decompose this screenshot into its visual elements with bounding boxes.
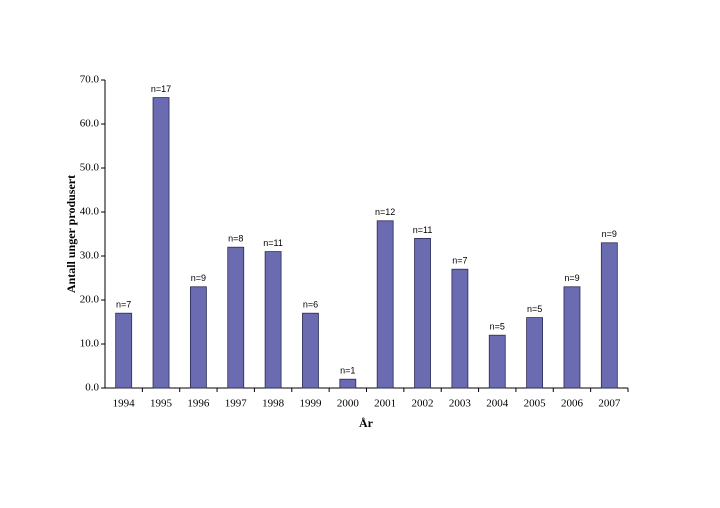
bar [376, 220, 394, 389]
x-tick-label: 1999 [299, 398, 322, 410]
annotation: n=8 [228, 234, 243, 244]
bar [227, 246, 245, 389]
bar [488, 334, 506, 389]
x-tick-label: 2007 [598, 398, 621, 410]
bar [189, 286, 207, 389]
x-tick-label: 2003 [449, 398, 472, 410]
bar [526, 317, 544, 389]
x-tick-label: 2005 [524, 398, 547, 410]
bar [115, 312, 133, 389]
annotation: n=11 [413, 225, 433, 235]
annotation: n=7 [116, 300, 131, 310]
y-tick-label: 60.0 [80, 118, 100, 130]
x-tick-label: 2004 [486, 398, 509, 410]
y-tick-label: 50.0 [80, 162, 100, 174]
bar [451, 268, 469, 389]
y-tick-label: 0.0 [85, 382, 99, 394]
y-tick-label: 20.0 [80, 294, 100, 306]
bar [152, 97, 170, 389]
annotation: n=5 [527, 304, 542, 314]
annotation: n=9 [564, 273, 579, 283]
annotation: n=6 [303, 300, 318, 310]
x-tick-label: 1996 [187, 398, 210, 410]
annotation: n=12 [375, 207, 395, 217]
x-tick-label: 2002 [412, 398, 434, 410]
bar [563, 286, 581, 389]
x-tick-label: 1997 [225, 398, 248, 410]
x-tick-label: 1995 [150, 398, 173, 410]
x-axis-title: År [359, 416, 374, 430]
x-tick-label: 1994 [113, 398, 136, 410]
bar [302, 312, 319, 389]
annotation: n=1 [340, 366, 355, 376]
bar [414, 237, 431, 389]
x-tick-label: 2006 [561, 398, 584, 410]
y-tick-label: 30.0 [80, 250, 100, 262]
annotation: n=9 [602, 229, 617, 239]
y-tick-label: 70.0 [80, 74, 100, 86]
bar [264, 251, 282, 389]
y-tick-label: 10.0 [80, 338, 100, 350]
bar [339, 378, 357, 389]
y-axis-title: Antall unger produsert [64, 175, 78, 293]
x-tick-label: 2000 [337, 398, 360, 410]
annotation: n=11 [263, 238, 283, 248]
x-tick-label: 2001 [374, 398, 396, 410]
annotation: n=7 [452, 256, 467, 266]
bar [600, 242, 618, 389]
annotation: n=9 [191, 273, 206, 283]
y-tick-label: 40.0 [80, 206, 100, 218]
annotation: n=5 [490, 322, 505, 332]
annotation: n=17 [151, 84, 171, 94]
x-tick-label: 1998 [262, 398, 285, 410]
